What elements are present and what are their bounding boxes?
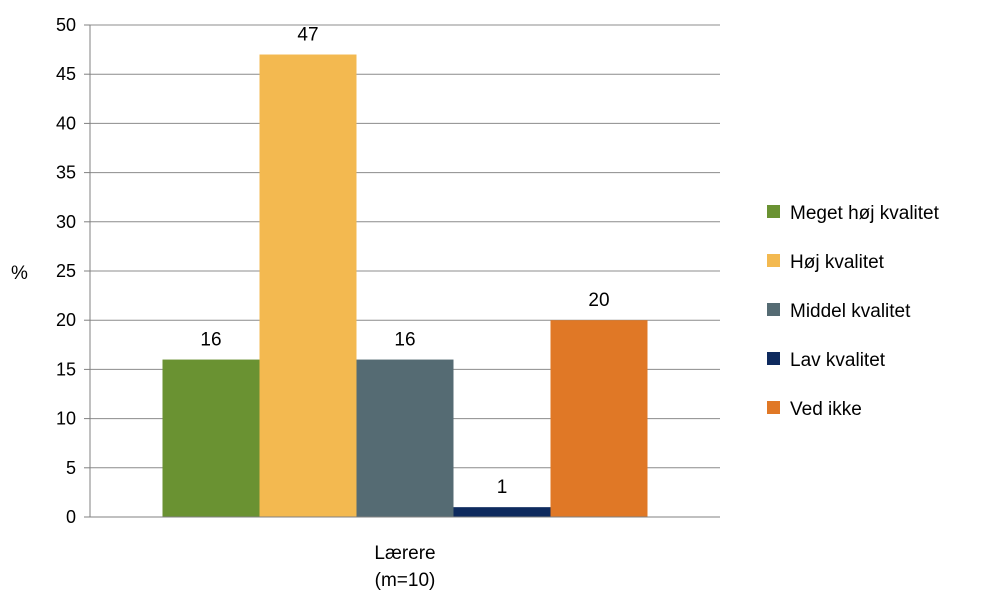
legend-label: Middel kvalitet bbox=[790, 301, 911, 322]
legend-swatch bbox=[767, 254, 780, 267]
legend: Meget høj kvalitet Høj kvalitet Middel kva… bbox=[767, 203, 940, 420]
y-tick-label: 15 bbox=[56, 359, 76, 379]
category-label-line-2: (m=10) bbox=[375, 570, 436, 591]
y-tick-label: 45 bbox=[56, 64, 76, 84]
bar bbox=[550, 320, 648, 517]
legend-label: Ved ikke bbox=[790, 399, 862, 420]
category-labels: Lærere (m=10) bbox=[374, 543, 435, 591]
bar bbox=[453, 507, 551, 517]
y-tick-label: 50 bbox=[56, 15, 76, 35]
bar bbox=[356, 359, 454, 517]
y-tick-label: 30 bbox=[56, 212, 76, 232]
y-tick-label: 25 bbox=[56, 261, 76, 281]
bar bbox=[259, 54, 357, 518]
legend-label: Lav kvalitet bbox=[790, 350, 886, 371]
y-axis-label: % bbox=[11, 263, 28, 284]
y-tick-label: 5 bbox=[66, 458, 76, 478]
y-axis-ticks: 0 5 10 15 20 25 30 35 40 45 50 bbox=[56, 15, 90, 527]
legend-swatch bbox=[767, 303, 780, 316]
data-label: 16 bbox=[394, 330, 415, 351]
y-tick-label: 40 bbox=[56, 113, 76, 133]
data-label: 16 bbox=[200, 330, 221, 351]
data-label: 47 bbox=[297, 25, 318, 46]
bars bbox=[162, 54, 648, 518]
y-tick-label: 0 bbox=[66, 507, 76, 527]
data-labels: 16 47 16 1 20 bbox=[200, 25, 609, 499]
legend-swatch bbox=[767, 352, 780, 365]
data-label: 1 bbox=[497, 477, 508, 498]
legend-label: Høj kvalitet bbox=[790, 252, 885, 273]
legend-label: Meget høj kvalitet bbox=[790, 203, 940, 224]
y-tick-label: 10 bbox=[56, 409, 76, 429]
legend-swatch bbox=[767, 205, 780, 218]
category-label-line-1: Lærere bbox=[374, 543, 435, 564]
data-label: 20 bbox=[588, 290, 609, 311]
y-tick-label: 35 bbox=[56, 163, 76, 183]
bar bbox=[162, 359, 260, 517]
legend-swatch bbox=[767, 401, 780, 414]
y-tick-label: 20 bbox=[56, 310, 76, 330]
